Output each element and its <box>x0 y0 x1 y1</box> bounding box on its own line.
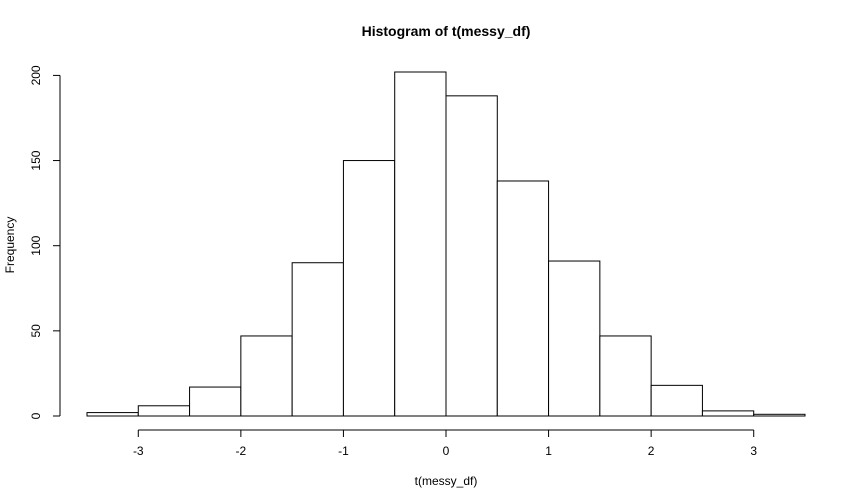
y-axis: 0 50 100 150 200 <box>29 65 61 419</box>
x-tick-label: -3 <box>133 444 144 458</box>
y-axis-label: Frequency <box>3 217 17 274</box>
x-tick-label: 2 <box>648 444 655 458</box>
histogram-bar <box>753 413 806 417</box>
x-tick-label: 1 <box>545 444 552 458</box>
x-axis-label: t(messy_df) <box>415 474 478 488</box>
histogram-bar <box>394 71 447 417</box>
histogram-bar <box>445 95 498 417</box>
histogram-bar <box>291 262 344 417</box>
chart-title: Histogram of t(messy_df) <box>362 23 531 39</box>
y-tick-label: 50 <box>29 324 43 338</box>
x-axis: -3 -2 -1 0 1 2 3 <box>133 429 757 458</box>
histogram-bar <box>342 160 396 417</box>
histogram-bar <box>599 335 652 417</box>
histogram-bar <box>650 384 703 417</box>
x-tick-label: -2 <box>236 444 247 458</box>
x-tick-label: -1 <box>338 444 349 458</box>
y-tick-label: 200 <box>29 65 43 85</box>
histogram-bar <box>496 180 550 417</box>
bars-group <box>86 71 806 417</box>
histogram-bar <box>701 410 755 417</box>
x-tick-label: 0 <box>443 444 450 458</box>
y-tick-label: 0 <box>29 412 43 419</box>
histogram-bar <box>548 260 601 417</box>
histogram-bar <box>240 335 293 417</box>
y-tick-label: 150 <box>29 150 43 170</box>
x-tick-label: 3 <box>750 444 757 458</box>
histogram-bar <box>86 412 139 417</box>
histogram-bar <box>189 386 242 417</box>
y-tick-label: 100 <box>29 235 43 255</box>
histogram-bar <box>137 405 191 417</box>
